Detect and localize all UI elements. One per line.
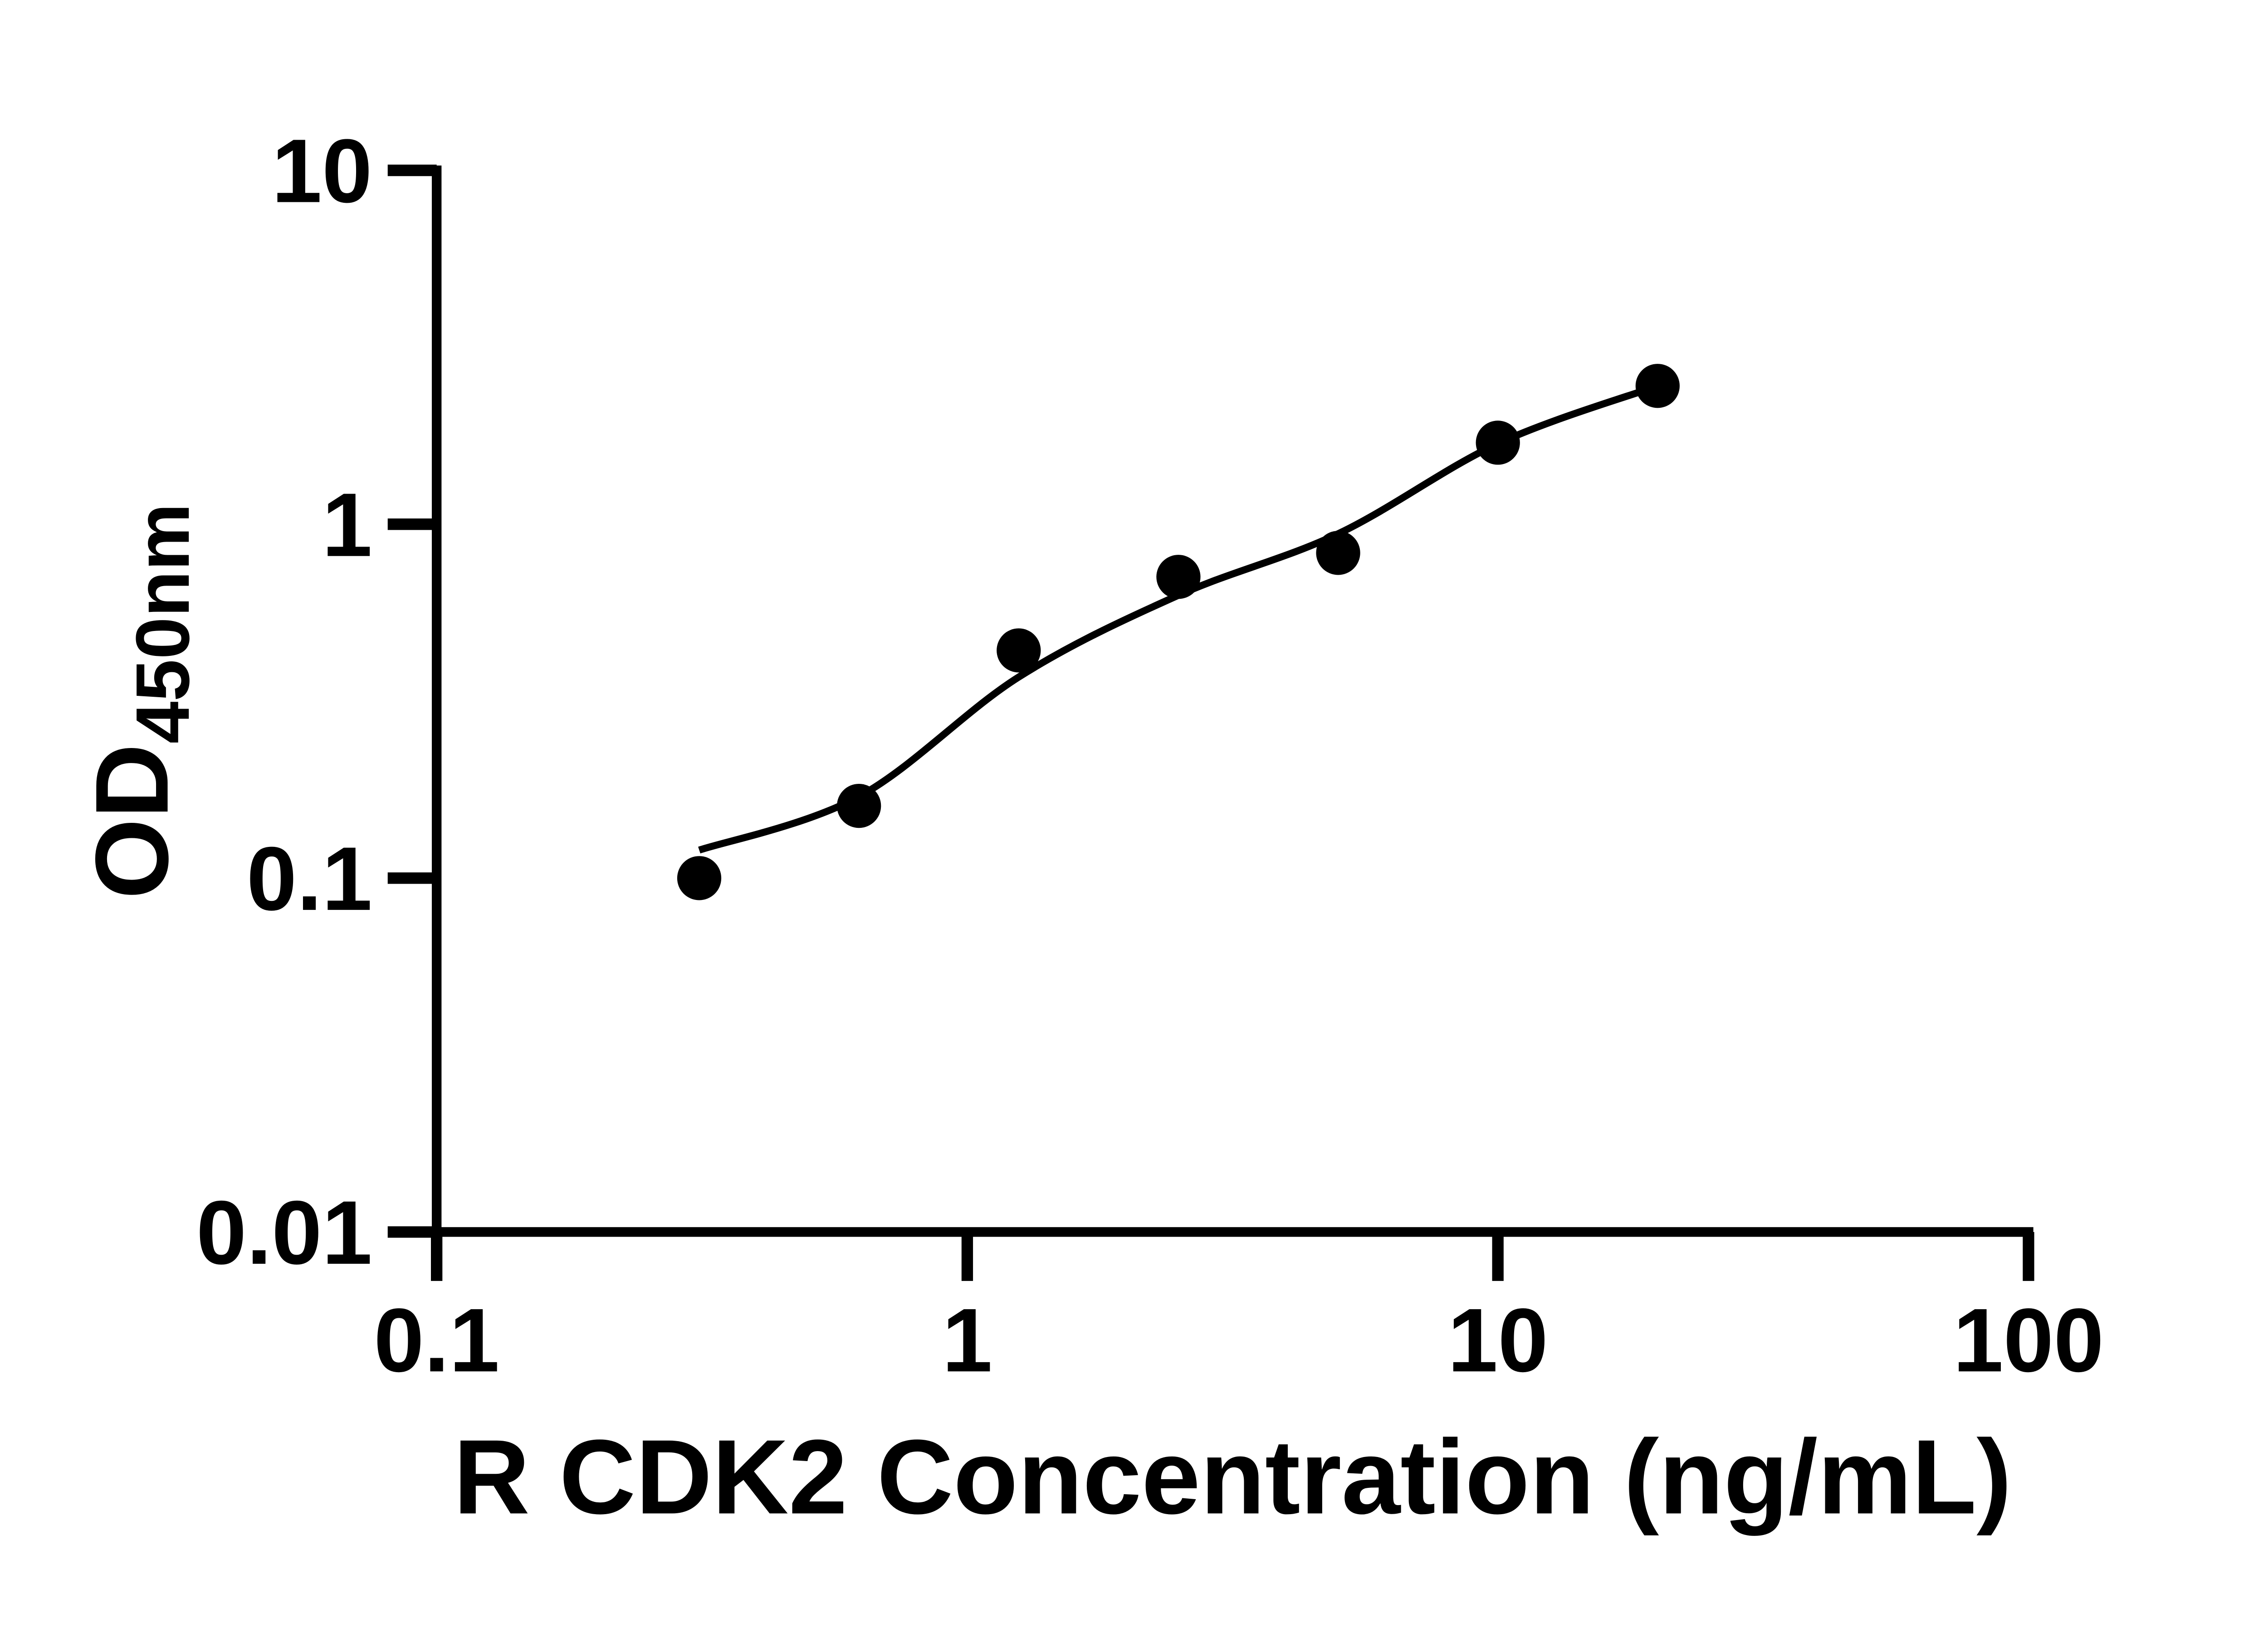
y-axis-title: OD450nm [74,503,205,899]
data-point-0 [677,856,722,900]
x-tick-label-10: 10 [1447,1290,1548,1391]
data-point-5 [1476,420,1520,465]
data-point-1 [837,783,881,828]
x-tick-label-100: 100 [1953,1290,2104,1391]
x-tick-label-0.1: 0.1 [374,1290,499,1391]
data-point-4 [1316,531,1360,575]
y-tick-label-0.1: 0.1 [247,829,372,929]
y-axis-title-main: OD [74,743,190,899]
y-tick-label-10: 10 [272,121,372,222]
x-tick-label-1: 1 [942,1290,992,1391]
data-point-3 [1156,555,1201,599]
data-point-2 [997,628,1041,673]
y-tick-label-0.01: 0.01 [196,1183,372,1283]
y-axis-title-subscript: 450nm [121,503,205,743]
data-point-6 [1635,364,1680,408]
x-axis-title: R CDK2 Concentration (ng/mL) [454,1418,2012,1536]
y-tick-label-1: 1 [322,475,372,576]
